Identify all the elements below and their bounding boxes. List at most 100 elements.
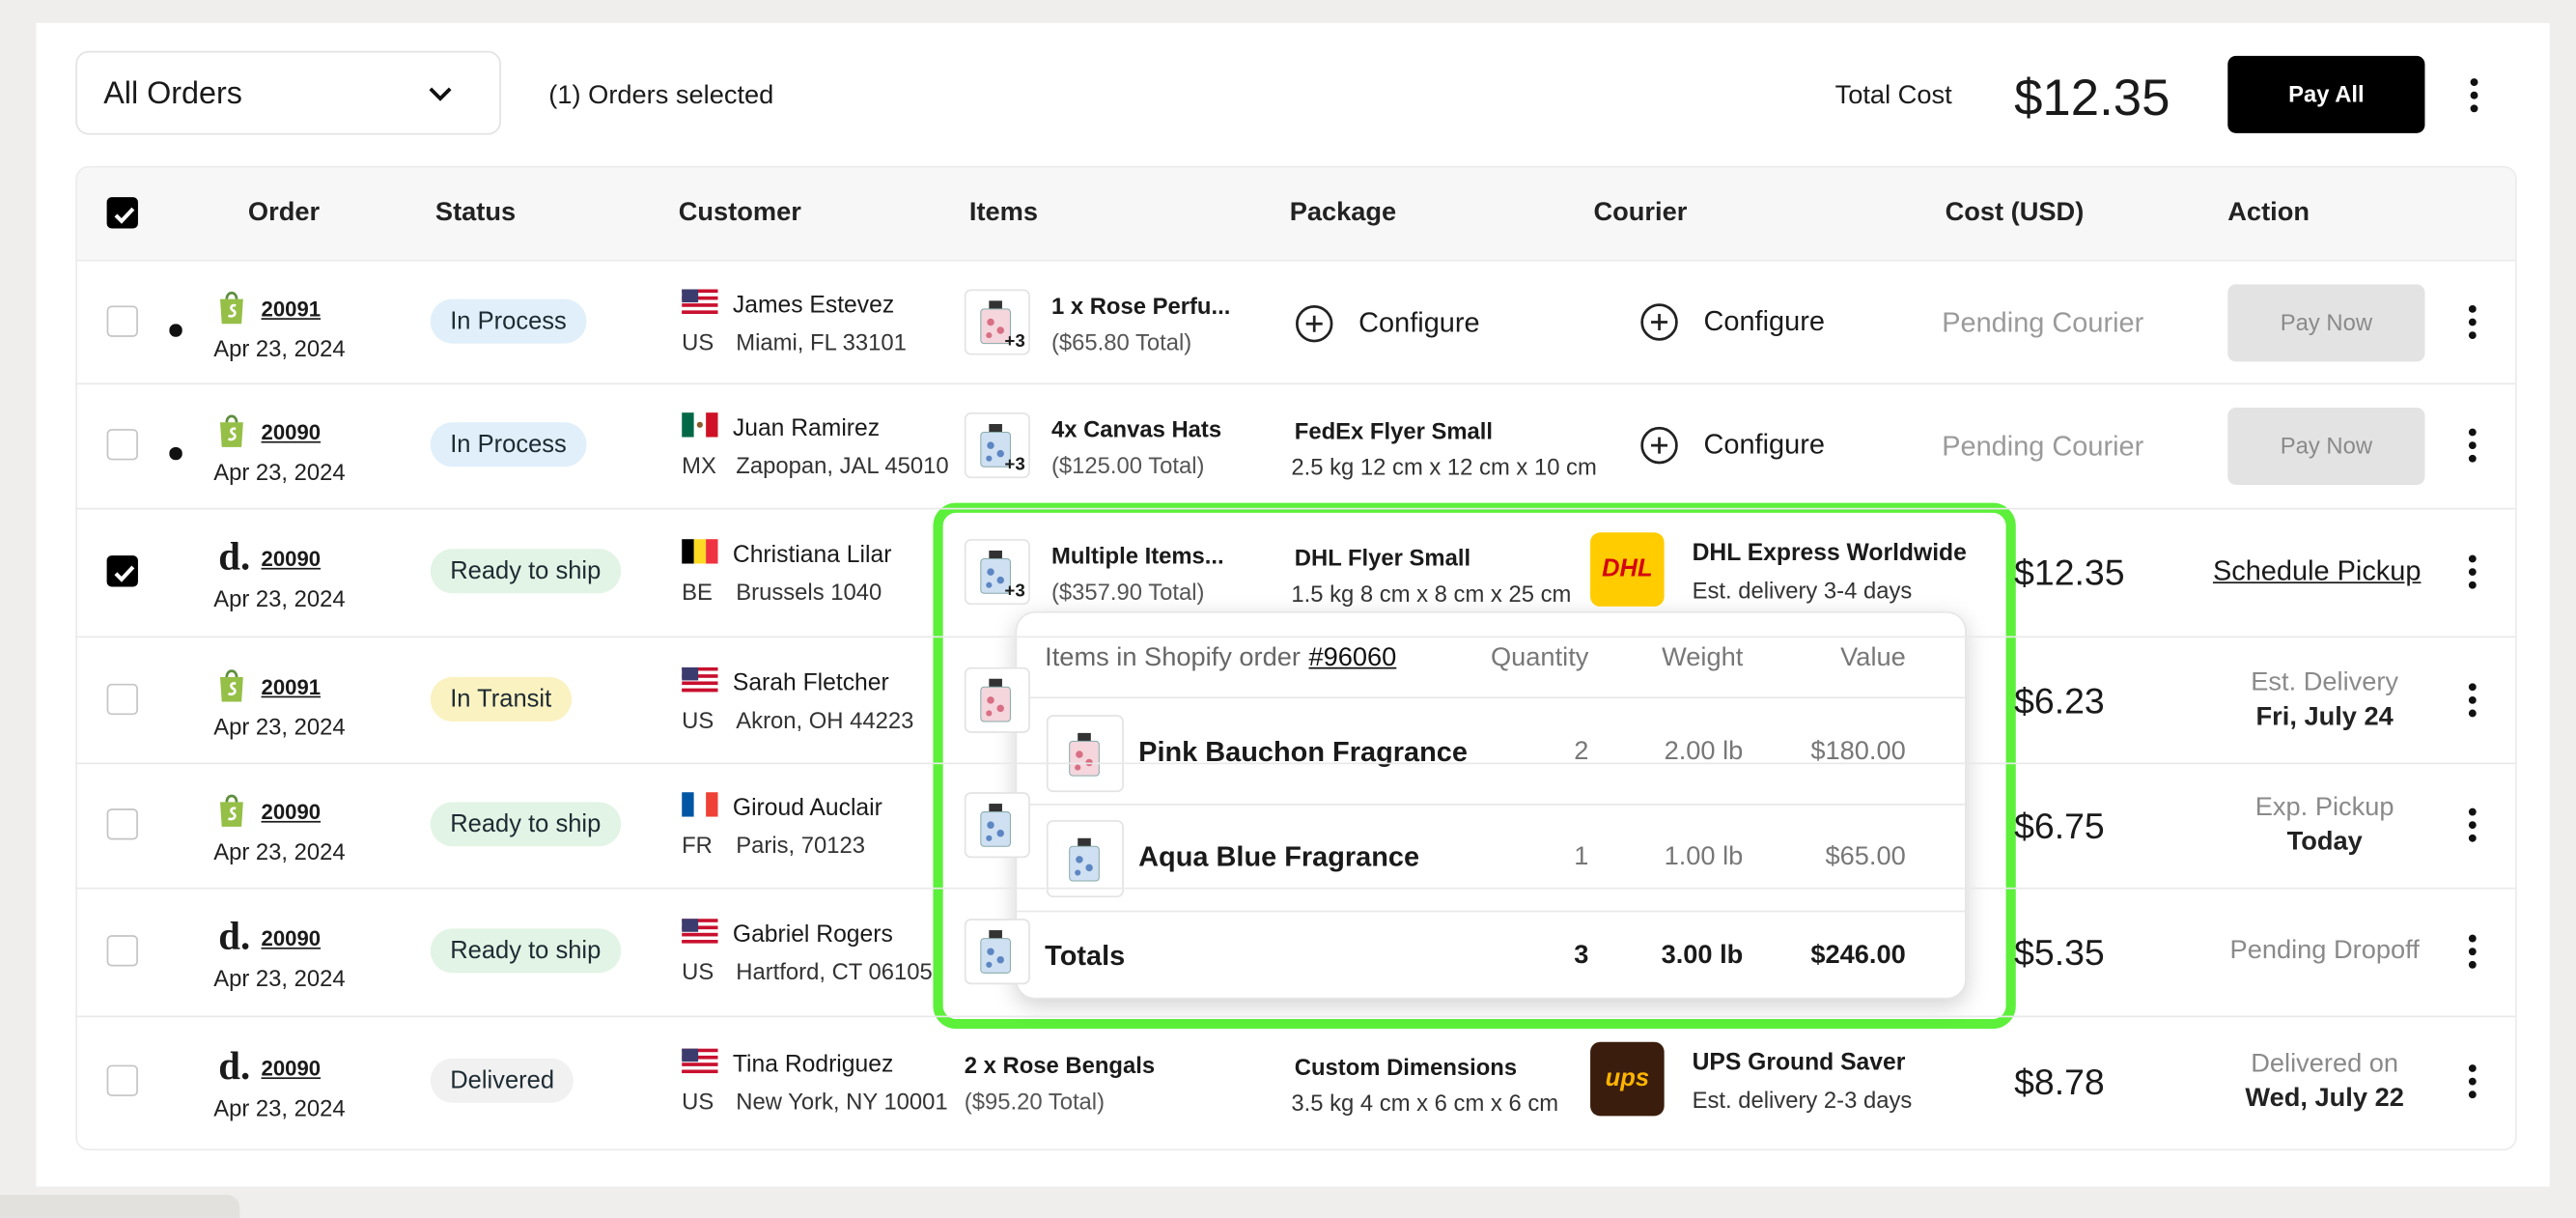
column-header: Status <box>434 198 517 227</box>
pay-now-button[interactable]: Pay Now <box>2227 283 2425 361</box>
flag <box>682 919 718 944</box>
checkbox[interactable] <box>106 808 138 840</box>
order-number[interactable]: 20090 <box>261 419 322 445</box>
popup-title: Items in Shopify order <box>1045 643 1301 672</box>
column-header: Customer <box>678 198 801 227</box>
order-number[interactable]: 20090 <box>261 799 322 825</box>
items-summary: 4x Canvas Hats <box>1050 415 1222 442</box>
column-header: Cost (USD) <box>1945 198 2085 227</box>
status-badge: In Process <box>430 297 587 343</box>
items-summary: 1 x Rose Perfu... <box>1050 292 1231 319</box>
checkbox[interactable] <box>106 1064 138 1096</box>
customer-address: New York, NY 10001 <box>736 1088 948 1115</box>
items-total: ($125.00 Total) <box>1050 451 1205 479</box>
status-badge: Ready to ship <box>430 802 621 847</box>
row-menu[interactable] <box>2463 681 2482 717</box>
status-badge: Ready to ship <box>430 549 621 594</box>
package-dims: 1.5 kg 8 cm x 8 cm x 25 cm <box>1291 580 1572 607</box>
order-date: Apr 23, 2024 <box>213 334 346 361</box>
cost: $6.23 <box>2014 679 2105 722</box>
courier-logo: DHL <box>1590 532 1665 607</box>
checkbox[interactable] <box>106 935 138 967</box>
action-status: Est. Delivery <box>2251 667 2399 696</box>
configure-courier[interactable]: Configure <box>1703 304 1825 336</box>
store-logo <box>215 411 248 448</box>
flag-graphic <box>682 1048 718 1074</box>
row-menu[interactable] <box>2463 553 2482 589</box>
items-total: ($357.90 Total) <box>1050 578 1205 606</box>
check-mark <box>114 565 135 582</box>
order-number[interactable]: 20091 <box>261 673 322 699</box>
order-date: Apr 23, 2024 <box>213 458 346 485</box>
courier-delivery: Est. delivery 3-4 days <box>1692 577 1913 604</box>
order-link[interactable]: #96060 <box>1308 643 1397 672</box>
unread-dot <box>169 315 182 336</box>
configure-package[interactable]: Configure <box>1358 306 1480 338</box>
cost: $8.78 <box>2014 1062 2105 1103</box>
store-logo <box>215 287 248 325</box>
package-name: Custom Dimensions <box>1294 1053 1518 1080</box>
customer-name: Gabriel Rogers <box>732 921 893 949</box>
item-thumbnail <box>1046 715 1124 793</box>
store-logo: d. <box>218 536 251 580</box>
order-date: Apr 23, 2024 <box>213 964 346 992</box>
order-number[interactable]: 20090 <box>261 546 322 572</box>
customer-address: Paris, 70123 <box>736 831 866 859</box>
store-logo: d. <box>218 916 251 959</box>
item-thumbnail <box>1046 820 1124 898</box>
row-menu[interactable] <box>2463 807 2482 842</box>
total-quantity: 3 <box>1574 941 1589 970</box>
thumbnail-image <box>980 423 1011 467</box>
item-name: Aqua Blue Fragrance <box>1138 841 1420 873</box>
flag-graphic <box>682 539 718 564</box>
row-menu[interactable] <box>2463 427 2482 463</box>
flag-graphic <box>682 792 718 817</box>
table-header <box>75 165 2516 262</box>
item-thumbnail: +3 <box>964 539 1030 606</box>
thumbnail-image <box>980 551 1011 594</box>
item-thumbnail <box>964 792 1030 859</box>
totals-label: Totals <box>1045 940 1126 972</box>
pay-all-button[interactable]: Pay All <box>2227 55 2425 133</box>
row-divider <box>75 636 2516 638</box>
checkbox[interactable] <box>106 304 138 336</box>
pay-now-button[interactable]: Pay Now <box>2227 407 2425 485</box>
item-name: Pink Bauchon Fragrance <box>1138 736 1468 768</box>
customer-name: Christiana Lilar <box>732 542 892 569</box>
row-divider <box>75 887 2516 890</box>
customer-address: Hartford, CT 06105 <box>736 957 933 985</box>
order-number[interactable]: 20090 <box>261 1056 322 1081</box>
flag <box>682 1048 718 1074</box>
filter-dropdown[interactable]: All Orders <box>75 50 501 135</box>
plus-icon <box>1295 303 1334 343</box>
unread-dot <box>169 439 182 461</box>
order-number[interactable]: 20091 <box>261 296 322 321</box>
status-badge: Ready to ship <box>430 928 621 974</box>
schedule-pickup-link[interactable]: Schedule Pickup <box>2212 555 2422 587</box>
order-number[interactable]: 20090 <box>261 925 322 951</box>
checkbox[interactable] <box>106 429 138 461</box>
item-thumbnail <box>964 919 1030 985</box>
checkbox[interactable] <box>106 682 138 715</box>
store-logo-graphic <box>220 414 243 447</box>
configure-courier[interactable]: Configure <box>1703 429 1825 461</box>
flag-graphic <box>682 288 718 314</box>
customer-name: Tina Rodriguez <box>732 1051 894 1079</box>
more-menu[interactable] <box>2464 77 2483 113</box>
country-code: US <box>682 327 714 354</box>
store-logo-graphic <box>220 291 243 324</box>
row-menu[interactable] <box>2463 303 2482 339</box>
items-total: ($95.20 Total) <box>964 1088 1106 1115</box>
row-menu[interactable] <box>2463 933 2482 969</box>
total-label: Total Cost <box>1834 82 1952 111</box>
checkbox[interactable] <box>106 197 138 229</box>
courier-name: DHL Express Worldwide <box>1692 540 1967 568</box>
row-divider <box>75 382 2516 385</box>
item-thumbnail: +3 <box>964 288 1030 354</box>
chevron-icon <box>429 87 452 101</box>
thumbnail-image <box>980 299 1011 344</box>
plus-icon <box>1639 301 1679 341</box>
row-menu[interactable] <box>2463 1063 2482 1099</box>
checkbox[interactable] <box>106 555 138 587</box>
